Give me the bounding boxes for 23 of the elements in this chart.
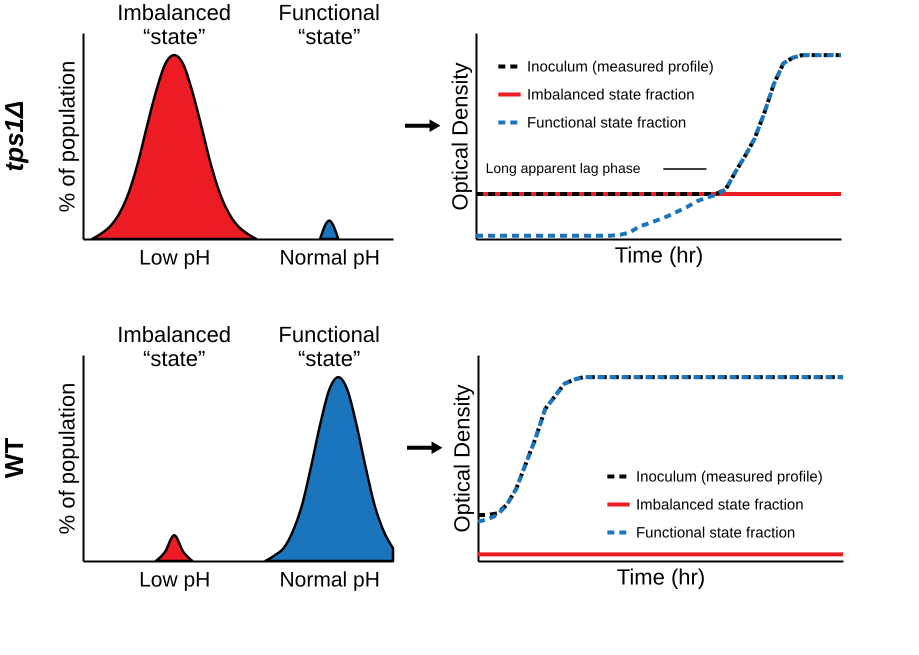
y-axis-title: Optical Density: [448, 62, 472, 210]
y-axis-title: % of population: [54, 382, 80, 534]
x-tick-label: Low pH: [139, 246, 210, 270]
legend-label: Imbalanced state fraction: [636, 496, 804, 514]
text: Functional “state”: [278, 322, 380, 371]
x-axis-title: Time (hr): [616, 564, 706, 590]
legend-label: Inoculum (measured profile): [527, 58, 714, 76]
annotation: Long apparent lag phase: [486, 160, 641, 176]
y-axis-title: Optical Density: [450, 384, 474, 532]
text: tps1Δ: [0, 100, 29, 172]
legend-label: Imbalanced state fraction: [527, 86, 695, 104]
x-tick-label: Normal pH: [279, 246, 380, 270]
legend-label: Inoculum (measured profile): [636, 468, 823, 486]
text: WT: [0, 438, 29, 478]
x-tick-label: Normal pH: [279, 568, 380, 592]
legend-label: Functional state fraction: [636, 524, 796, 542]
x-axis-title: Time (hr): [614, 242, 704, 268]
text: Imbalanced “state”: [117, 322, 232, 371]
x-tick-label: Low pH: [139, 568, 210, 592]
legend-label: Functional state fraction: [527, 114, 686, 132]
text: Functional “state”: [278, 0, 380, 49]
text: Imbalanced “state”: [117, 0, 232, 49]
y-axis-title: % of population: [54, 60, 80, 212]
